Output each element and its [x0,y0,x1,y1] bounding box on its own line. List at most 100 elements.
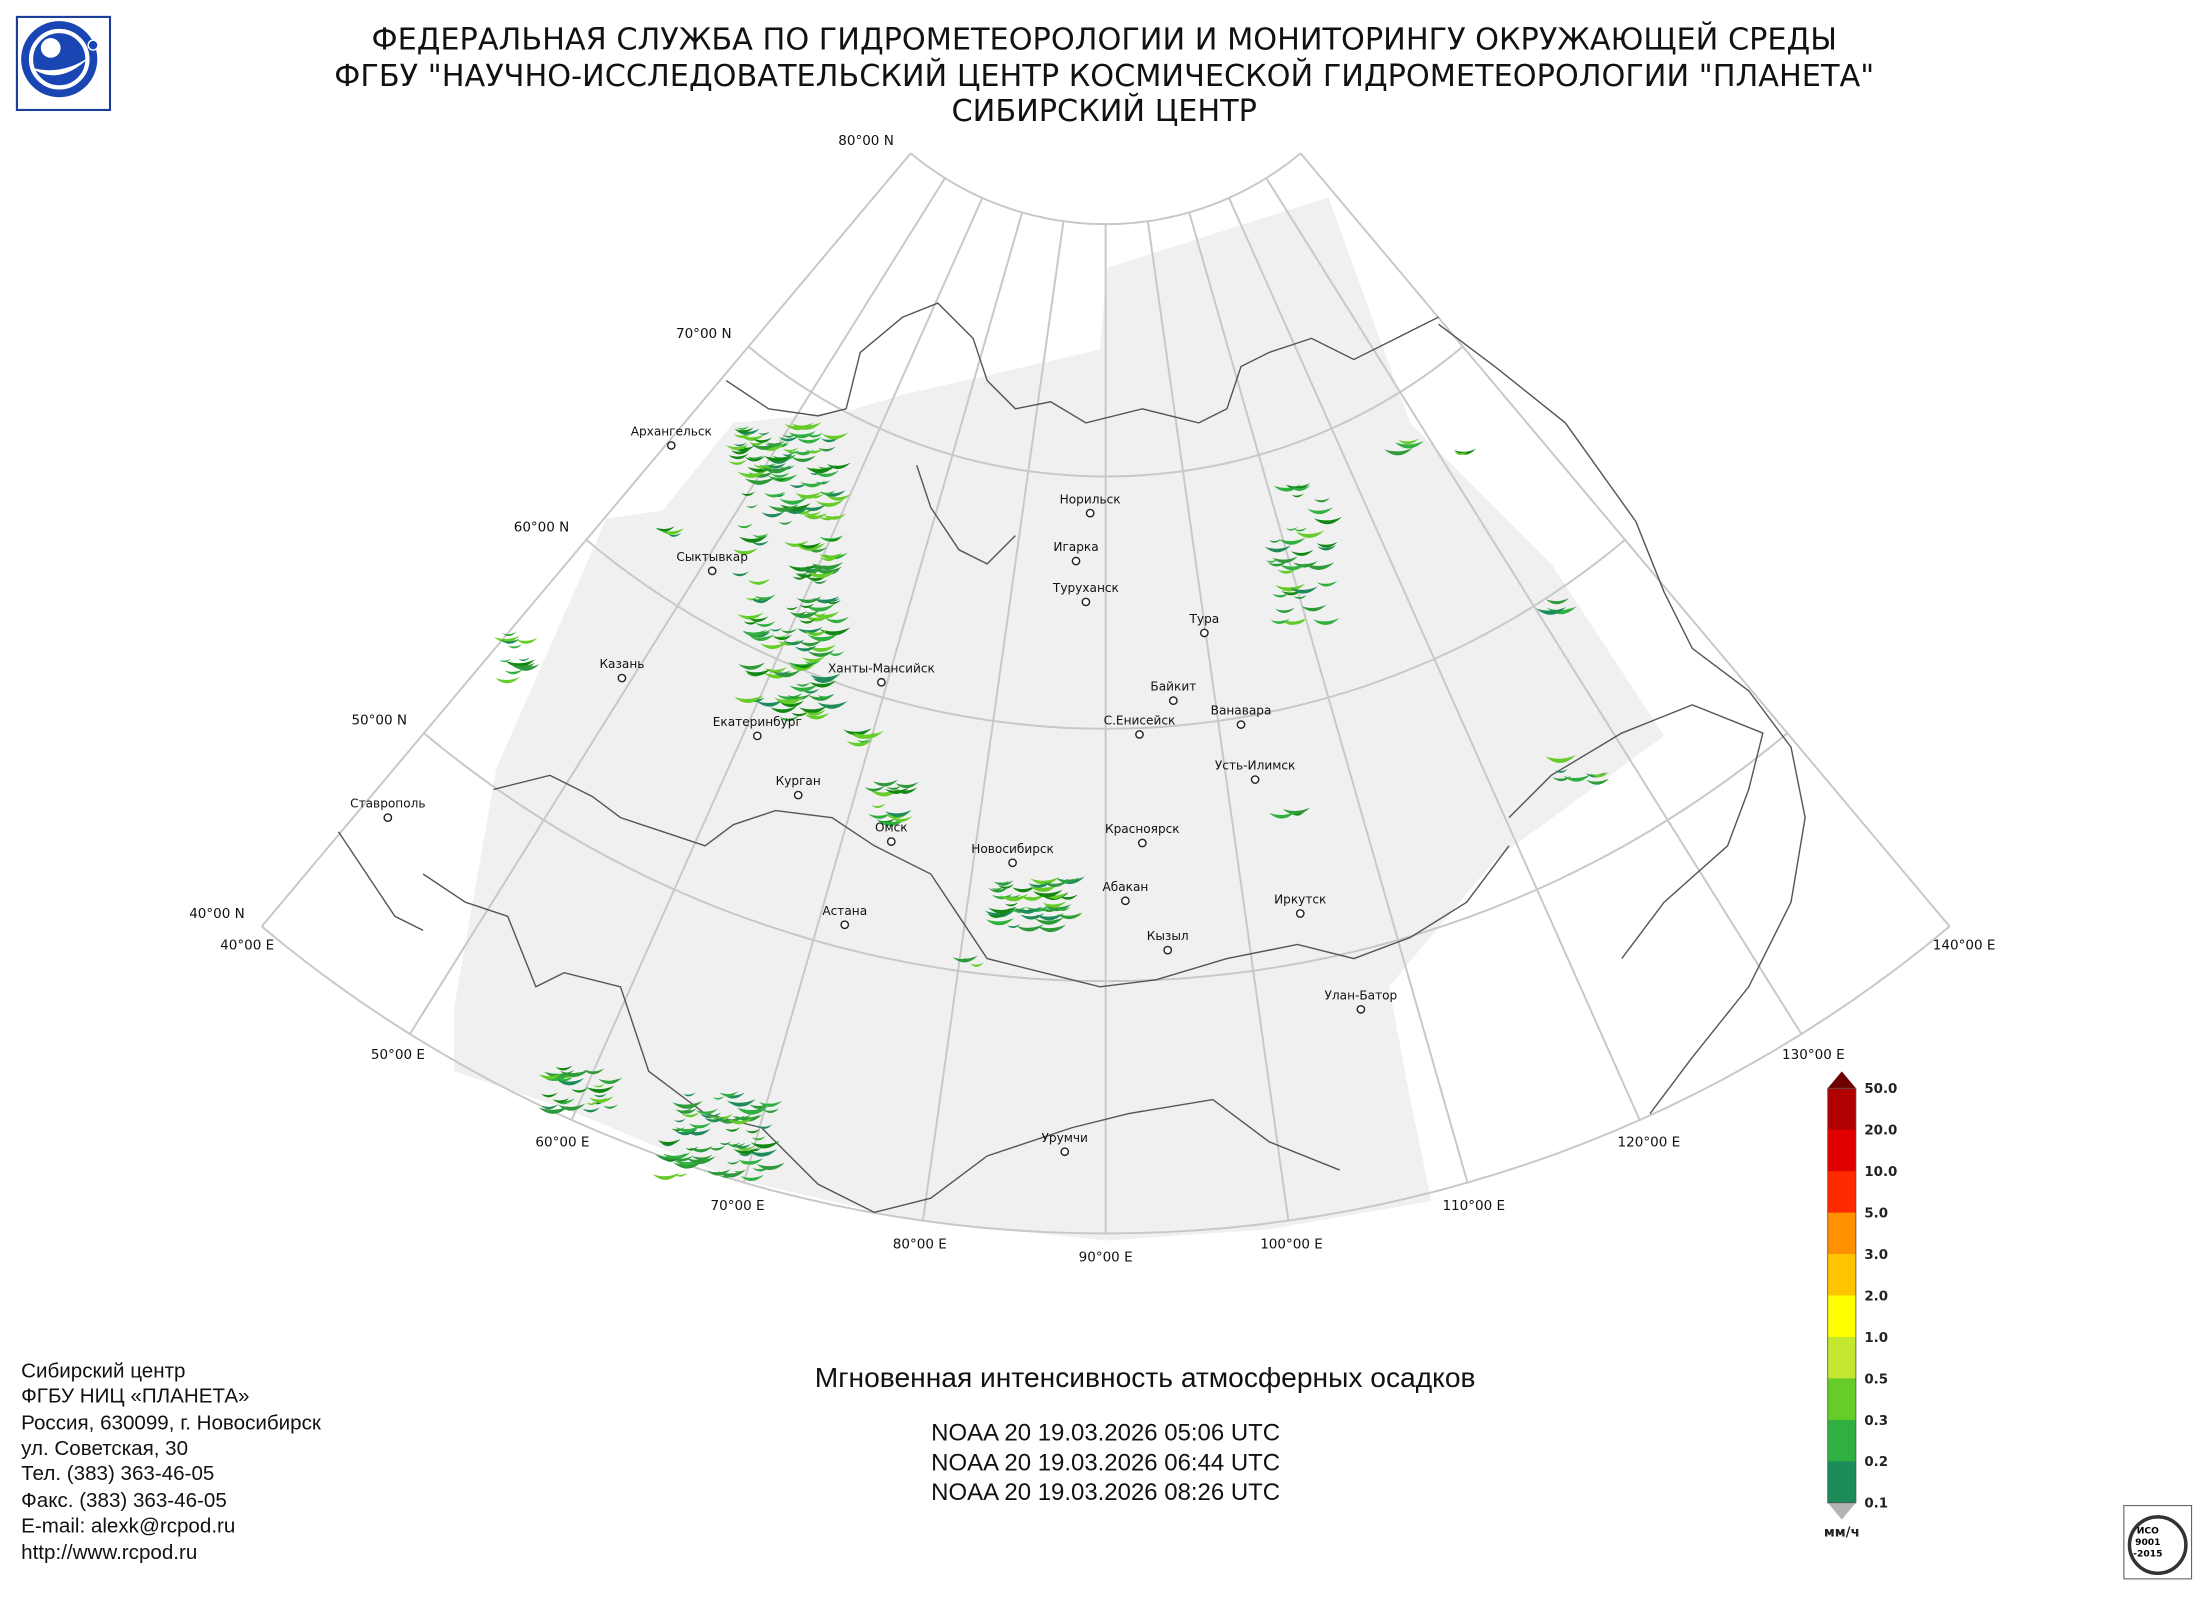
precip-patch [823,513,847,520]
precip-patch [787,693,812,701]
precip-patch [798,542,822,549]
precip-patch [738,1151,753,1157]
city-marker [1085,508,1095,518]
precip-patch [591,1097,608,1102]
precip-patch [752,533,769,538]
city-marker [1163,945,1173,955]
legend-label: 0.1 [1864,1497,1888,1512]
precip-patch [677,1109,692,1114]
precip-patch [804,660,821,665]
precip-patch [805,603,835,612]
precip-patch [775,477,787,481]
precip-patch [787,449,800,454]
precip-patch [802,512,828,520]
contact-line: ул. Советская, 30 [21,1437,188,1460]
precip-patch [780,628,798,634]
precip-patch [766,463,787,469]
precip-patch [668,532,682,537]
city-marker [793,790,803,800]
precip-patch [741,445,755,450]
precip-patch [748,440,766,446]
iso-logo: ИСО 9001 -2015 [2123,1504,2193,1580]
precip-patch [789,482,808,489]
precip-patch [895,781,919,789]
precip-patch [733,1147,759,1155]
precip-patch [672,1100,703,1109]
precip-patch [652,1172,680,1180]
precip-patch [788,563,818,572]
meridian-line [1299,152,1951,928]
precip-patch [753,597,765,601]
longitude-label: 90°00 E [1079,1250,1133,1266]
precip-patch [756,1162,785,1171]
city-label: Красноярск [1105,822,1180,836]
graticule: 80°00 N 70°00 N 60°00 N 50°00 N 40°00 N 40°00… [189,133,1995,1266]
precip-patch [803,511,822,517]
precip-patch [1285,526,1298,531]
contact-line: Сибирский центр [21,1359,185,1382]
precip-patch [746,671,766,677]
precip-patch [796,449,811,455]
precip-patch [988,886,1009,893]
precip-patch [747,455,763,460]
meridian-line [570,197,984,1121]
precip-patch [1384,447,1413,456]
precip-patch [868,812,892,819]
precip-patch [876,818,906,827]
legend-label: 10.0 [1864,1165,1897,1180]
precip-patch [807,649,835,658]
precip-patch [602,1079,614,1084]
precip-patch [725,1127,741,1132]
cities: Архангельск Сыктывкар Казань Ханты-Мансийск… [350,425,1398,1157]
precip-patch [796,436,822,444]
precip-patch [726,443,749,451]
precip-patch [1005,902,1019,907]
precip-patch [1590,772,1609,778]
precip-patch [798,705,828,714]
precip-patch [740,1174,764,1182]
city-marker [1137,838,1147,848]
precip-patch [738,662,766,670]
precip-patch [770,705,798,714]
precip-patch [884,787,910,794]
precip-patch [784,540,809,548]
precip-patch [727,1117,753,1125]
precip-patch [677,1108,697,1114]
precip-patch [795,571,817,578]
precip-patch [796,596,822,604]
precip-patch [764,666,788,673]
city-label: Туруханск [1052,581,1119,595]
precip-patch [795,491,823,499]
precip-patch [820,437,840,443]
precip-patch [1278,537,1306,545]
precip-patch [804,712,830,720]
precip-patch [1275,583,1306,592]
precip-patch [818,515,838,521]
precip-patch [1029,884,1058,892]
latitude-label: 70°00 N [676,326,732,342]
precip-patch [549,1074,569,1081]
city-marker [707,566,717,576]
precip-patch [794,645,817,652]
precip-patch [794,662,815,669]
precip-patch [872,779,898,787]
precip-patch [1013,909,1027,913]
precip-patch [1291,811,1305,816]
precip-patch [769,627,783,632]
precip-patch [819,627,851,636]
city-label: Иркутск [1274,893,1326,907]
longitude-label: 130°00 E [1782,1047,1845,1063]
iso-text: -2015 [2133,1548,2162,1559]
legend-swatch [1827,1336,1856,1380]
precip-patch [1014,906,1043,914]
precip-patch [555,1065,573,1071]
precip-patch [825,616,850,624]
precip-patch [791,711,809,717]
precip-patch [789,684,819,692]
precip-patch [1268,538,1282,543]
city-marker [1199,628,1209,638]
precip-patch [826,599,841,605]
precip-patch [1286,618,1307,625]
precip-patch [801,504,826,512]
precip-patch [513,663,540,671]
